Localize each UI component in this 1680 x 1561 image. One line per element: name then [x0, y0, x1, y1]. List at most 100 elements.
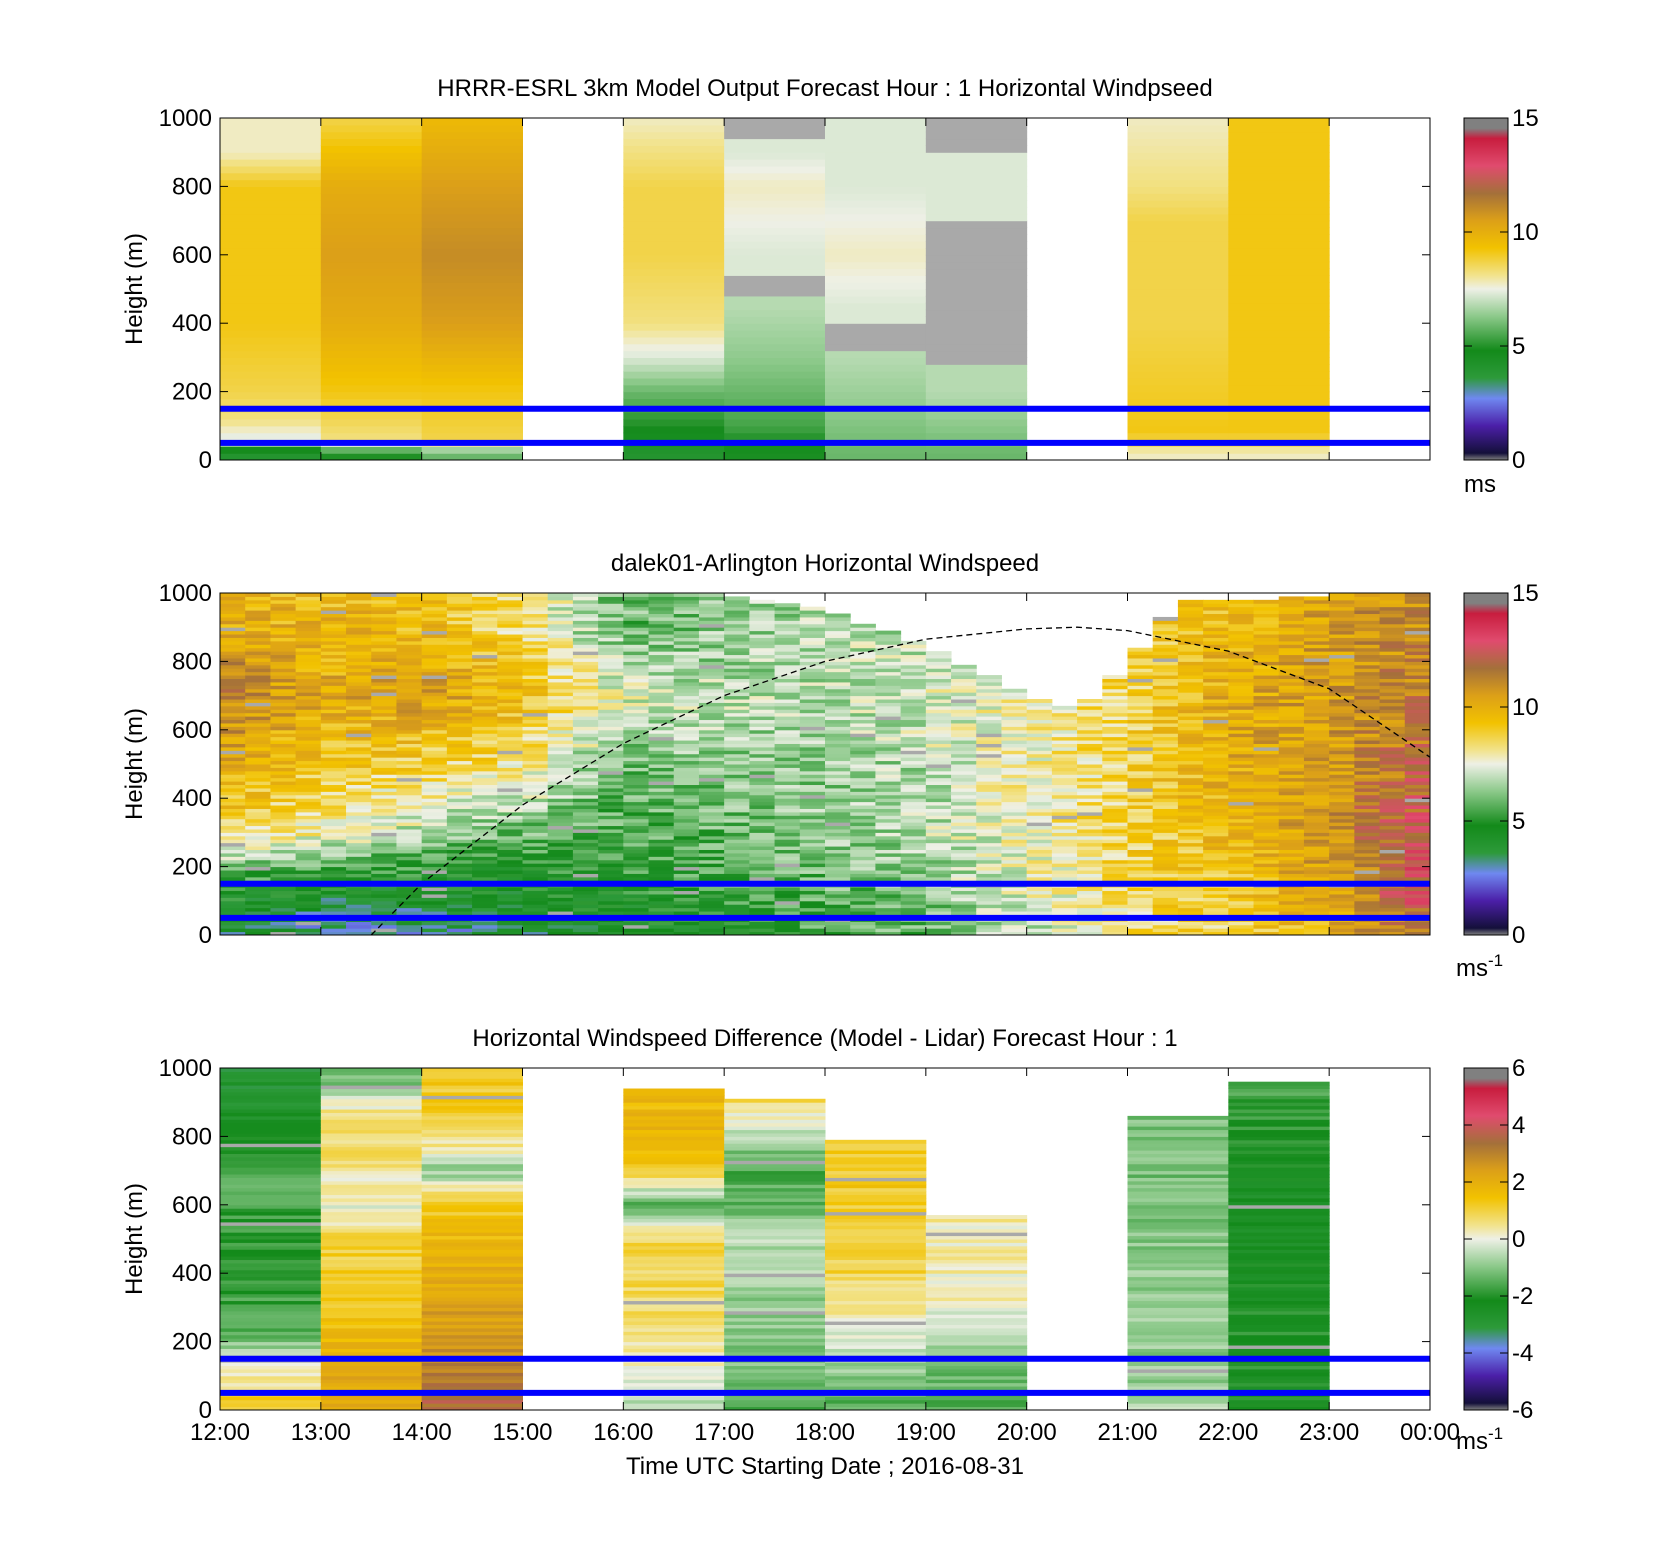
- heatmap-cell: [497, 870, 523, 874]
- heatmap-cell: [623, 887, 650, 892]
- heatmap-cell: [900, 777, 927, 782]
- heatmap-cell: [799, 818, 826, 823]
- heatmap-cell: [1303, 753, 1330, 758]
- heatmap-cell: [774, 726, 801, 731]
- heatmap-cell: [421, 220, 523, 229]
- heatmap-cell: [673, 664, 700, 669]
- heatmap-cell: [875, 811, 902, 816]
- heatmap-cell: [774, 904, 801, 909]
- heatmap-cell: [1354, 743, 1381, 748]
- heatmap-cell: [446, 859, 473, 864]
- heatmap-cell: [371, 688, 397, 693]
- heatmap-cell: [522, 897, 549, 902]
- heatmap-cell: [925, 852, 952, 857]
- heatmap-cell: [547, 620, 574, 625]
- heatmap-cell: [320, 637, 347, 642]
- heatmap-cell: [749, 699, 776, 703]
- heatmap-cell: [346, 685, 372, 690]
- heatmap-cell: [799, 787, 826, 792]
- heatmap-cell: [724, 384, 826, 393]
- heatmap-cell: [320, 118, 423, 126]
- heatmap-cell: [497, 616, 523, 621]
- heatmap-cell: [1354, 716, 1381, 721]
- heatmap-cell: [825, 719, 851, 724]
- heatmap-cell: [1253, 606, 1280, 611]
- heatmap-cell: [270, 668, 297, 673]
- heatmap-cell: [1329, 681, 1355, 686]
- heatmap-cell: [774, 623, 801, 628]
- heatmap-cell: [1278, 750, 1305, 755]
- heatmap-cell: [522, 777, 549, 782]
- heatmap-cell: [976, 801, 1002, 806]
- heatmap-cell: [270, 791, 297, 796]
- heatmap-cell: [1228, 453, 1330, 460]
- heatmap-cell: [1001, 719, 1028, 724]
- heatmap-cell: [1228, 859, 1255, 864]
- heatmap-cell: [472, 839, 498, 844]
- heatmap-cell: [875, 924, 902, 929]
- heatmap-cell: [749, 709, 776, 714]
- heatmap-cell: [1001, 729, 1028, 734]
- heatmap-cell: [547, 870, 574, 874]
- heatmap-cell: [749, 722, 776, 727]
- heatmap-cell: [1329, 757, 1355, 762]
- heatmap-cell: [799, 781, 826, 786]
- heatmap-cell: [421, 839, 448, 844]
- heatmap-cell: [1379, 900, 1406, 905]
- heatmap-cell: [1278, 928, 1305, 933]
- heatmap-cell: [1152, 640, 1179, 645]
- heatmap-cell: [774, 640, 801, 645]
- heatmap-cell: [396, 740, 423, 744]
- heatmap-cell: [698, 726, 725, 731]
- heatmap-cell: [346, 647, 372, 652]
- heatmap-cell: [1203, 794, 1229, 799]
- heatmap-cell: [572, 599, 599, 604]
- heatmap-cell: [673, 870, 700, 874]
- heatmap-cell: [1077, 931, 1103, 935]
- heatmap-cell: [1127, 432, 1229, 441]
- colorbar-model: [1463, 117, 1509, 461]
- heatmap-cell: [295, 740, 322, 744]
- heatmap-cell: [1379, 654, 1406, 659]
- heatmap-cell: [623, 712, 650, 717]
- heatmap-cell: [673, 705, 700, 710]
- heatmap-cell: [320, 671, 347, 676]
- heatmap-cell: [900, 805, 927, 809]
- heatmap-cell: [472, 705, 498, 710]
- heatmap-cell: [875, 921, 902, 926]
- heatmap-cell: [1203, 805, 1229, 809]
- heatmap-cell: [774, 750, 801, 755]
- heatmap-cell: [1228, 815, 1255, 820]
- heatmap-cell: [472, 668, 498, 673]
- heatmap-cell: [497, 770, 523, 775]
- heatmap-cell: [295, 647, 322, 652]
- heatmap-cell: [421, 695, 448, 700]
- heatmap-cell: [320, 610, 347, 615]
- heatmap-cell: [1278, 644, 1305, 649]
- heatmap-cell: [320, 364, 423, 372]
- heatmap-cell: [976, 712, 1002, 717]
- heatmap-cell: [749, 893, 776, 898]
- heatmap-cell: [346, 887, 372, 892]
- heatmap-cell: [724, 743, 750, 748]
- heatmap-cell: [623, 357, 725, 365]
- heatmap-cell: [1329, 859, 1355, 864]
- heatmap-cell: [371, 729, 397, 734]
- heatmap-cell: [825, 746, 851, 751]
- heatmap-cell: [774, 644, 801, 649]
- heatmap-cell: [1203, 873, 1229, 878]
- heatmap-cell: [900, 705, 927, 710]
- heatmap-cell: [1127, 350, 1229, 358]
- heatmap-cell: [572, 870, 599, 874]
- heatmap-cell: [547, 928, 574, 933]
- heatmap-cell: [1152, 870, 1179, 874]
- heatmap-cell: [648, 911, 675, 915]
- heatmap-cell: [951, 726, 977, 731]
- heatmap-cell: [396, 719, 423, 724]
- heatmap-cell: [1303, 849, 1330, 854]
- heatmap-cell: [774, 746, 801, 751]
- heatmap-cell: [1228, 709, 1255, 714]
- heatmap-cell: [1102, 688, 1128, 693]
- heatmap-cell: [396, 603, 423, 608]
